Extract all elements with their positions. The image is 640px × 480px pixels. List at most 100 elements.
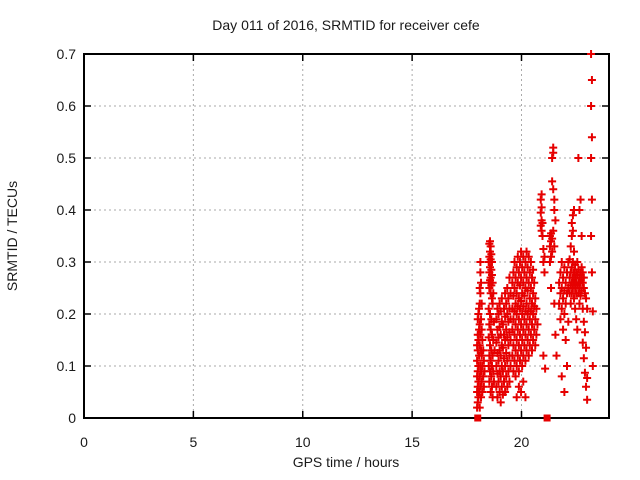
data-point-plus: [493, 393, 502, 402]
data-point-plus: [587, 50, 596, 58]
data-point-plus: [532, 330, 541, 339]
data-point-plus: [529, 336, 538, 344]
data-point-plus: [579, 317, 588, 326]
data-point-plus: [475, 403, 484, 412]
data-point-plus: [487, 250, 496, 259]
data-point-plus: [583, 395, 592, 404]
x-tick-label: 10: [295, 434, 311, 450]
data-point-plus: [520, 291, 529, 300]
y-axis-label: SRMTID / TECUs: [4, 181, 20, 291]
data-point-plus: [473, 356, 482, 365]
data-point-plus: [549, 185, 558, 194]
data-point-plus: [587, 102, 596, 110]
data-point-plus: [486, 388, 495, 396]
data-point-plus: [514, 382, 523, 391]
data-point-plus: [526, 284, 535, 292]
data-point-plus: [548, 177, 557, 186]
data-point-plus: [587, 232, 596, 240]
data-point-plus: [502, 372, 511, 381]
data-point-plus: [487, 372, 496, 381]
data-point-plus: [567, 232, 576, 240]
data-point-plus: [537, 203, 546, 212]
data-point-plus: [530, 325, 539, 334]
data-point-plus: [486, 341, 494, 350]
data-point-plus: [538, 232, 547, 240]
plot-border: [83, 53, 610, 419]
data-point-plus: [550, 206, 559, 214]
data-point-plus: [488, 351, 497, 360]
data-point-plus: [539, 245, 548, 253]
data-point-plus: [531, 341, 540, 350]
data-point-plus: [529, 289, 538, 298]
x-axis-label: GPS time / hours: [293, 454, 400, 470]
data-point-plus: [587, 76, 596, 84]
grid-layer: [84, 54, 609, 418]
data-point-plus: [503, 310, 512, 318]
x-tick-label: 0: [80, 434, 88, 450]
data-point-plus: [545, 258, 554, 266]
data-point-plus: [477, 315, 486, 324]
data-point-plus: [560, 310, 569, 318]
data-point-plus: [511, 372, 520, 381]
data-point-plus: [563, 362, 571, 370]
data-points-layer: [473, 50, 597, 422]
data-point-plus: [559, 325, 568, 334]
data-point-plus: [479, 382, 488, 391]
data-point-plus: [577, 232, 586, 240]
data-point-plus: [528, 273, 536, 282]
data-point-plus: [505, 377, 514, 386]
data-point-plus: [575, 206, 584, 214]
data-point-plus: [550, 195, 559, 204]
data-point-plus: [487, 258, 496, 266]
data-point-plus: [521, 393, 530, 402]
data-point-plus: [487, 271, 496, 279]
data-point-plus: [475, 341, 484, 350]
data-point-plus: [477, 278, 486, 287]
data-point-plus: [484, 304, 493, 313]
data-point-plus: [570, 294, 578, 303]
data-point-plus: [496, 398, 505, 407]
data-point-plus: [574, 154, 583, 162]
data-point-plus: [488, 278, 497, 287]
data-point-plus: [479, 356, 488, 365]
data-point-plus: [580, 368, 589, 377]
data-point-plus: [494, 356, 503, 365]
data-point-plus: [552, 351, 561, 360]
data-point-plus: [587, 268, 596, 277]
data-point-plus: [503, 356, 512, 365]
data-point-plus: [518, 362, 527, 370]
data-point-plus: [560, 263, 569, 272]
data-point-plus: [485, 320, 494, 329]
data-point-plus: [517, 297, 526, 305]
data-point-plus: [486, 310, 494, 318]
data-point-plus: [477, 393, 486, 402]
data-point-plus: [556, 315, 565, 324]
chart-title: Day 011 of 2016, SRMTID for receiver cef…: [212, 17, 480, 33]
data-point-plus: [478, 336, 487, 344]
data-point-plus: [588, 362, 597, 370]
data-point-plus: [550, 242, 559, 251]
x-tick-label: 20: [514, 434, 530, 450]
data-point-plus: [582, 294, 591, 303]
data-point-plus: [514, 367, 523, 376]
data-point-plus: [567, 219, 576, 227]
data-point-plus: [532, 304, 541, 313]
data-point-plus: [529, 310, 538, 318]
data-point-plus: [549, 143, 558, 152]
data-point-plus: [582, 343, 591, 352]
data-point-plus: [548, 234, 557, 243]
data-point-plus: [549, 226, 558, 235]
y-tick-label: 0.2: [57, 306, 77, 322]
data-point-plus: [572, 315, 581, 324]
data-point-plus: [486, 325, 495, 334]
tick-labels-layer: 0 5 10 15 20 0 0.1 0.2 0.3 0.4 0.5 0.6 0.7: [57, 46, 530, 450]
data-point-plus: [531, 294, 540, 303]
data-point-square: [543, 414, 551, 422]
data-point-plus: [580, 328, 589, 337]
data-point-plus: [566, 299, 575, 308]
data-point-plus: [583, 373, 592, 382]
data-point-plus: [504, 294, 513, 303]
data-point-plus: [587, 154, 596, 162]
